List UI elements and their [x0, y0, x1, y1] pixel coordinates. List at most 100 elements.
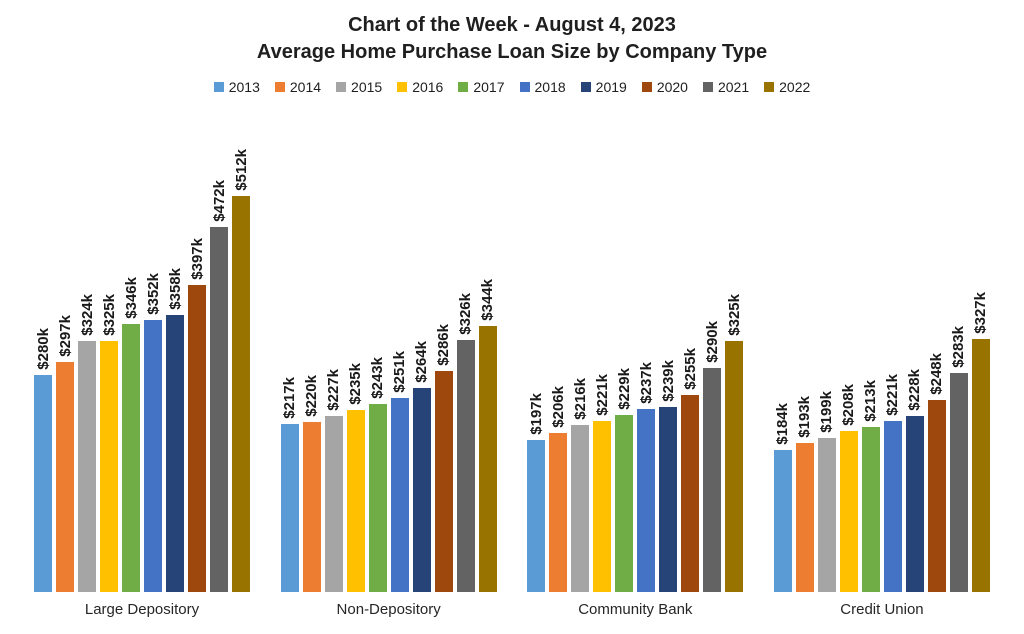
bar: [478, 326, 497, 592]
bar: [412, 388, 431, 592]
legend-item: 2019: [580, 79, 627, 95]
bar-value-label: $208k: [840, 384, 858, 426]
legend-label: 2014: [289, 79, 322, 95]
bar-cell: $324k: [78, 294, 96, 592]
bar-cell: $283k: [949, 326, 968, 592]
bar-cell: $344k: [478, 279, 497, 592]
bar: [56, 362, 74, 592]
bar-value-label: $264k: [413, 341, 431, 383]
bar-cell: $472k: [210, 180, 228, 592]
legend-item: 2020: [641, 79, 688, 95]
bar-value-label: $184k: [774, 403, 792, 445]
bar: [144, 320, 162, 592]
legend-label: 2018: [534, 79, 566, 95]
chart-subtitle: Average Home Purchase Loan Size by Compa…: [256, 41, 768, 63]
bar: [839, 431, 858, 592]
chart-title: Chart of the Week - August 4, 2023: [348, 14, 676, 36]
legend-swatch-icon: [274, 82, 285, 92]
bar-value-label: $283k: [950, 326, 968, 368]
bar: [681, 395, 700, 592]
bar-cell: $193k: [795, 396, 814, 592]
bar-value-label: $255k: [681, 348, 699, 390]
bar-cell: $220k: [302, 375, 321, 592]
bar-cell: $286k: [434, 324, 453, 592]
bar-value-label: $239k: [659, 360, 677, 402]
bar-value-label: $199k: [818, 391, 836, 433]
bar-cell: $213k: [861, 380, 880, 592]
legend-label: 2013: [228, 79, 260, 95]
bar-value-label: $290k: [703, 321, 721, 363]
bar: [817, 438, 836, 592]
bar-value-label: $228k: [906, 369, 924, 411]
bar-cell: $216k: [571, 378, 590, 592]
legend-item: 2017: [458, 79, 505, 95]
bar-value-label: $327k: [972, 292, 990, 334]
bar-cell: $358k: [166, 268, 184, 592]
bar-value-label: $324k: [78, 294, 96, 336]
legend-swatch-icon: [702, 82, 713, 92]
bar-value-label: $237k: [637, 362, 655, 404]
bar-cell: $184k: [773, 403, 792, 592]
bar: [346, 410, 365, 592]
bar-cell: $227k: [324, 369, 343, 592]
bar-value-label: $213k: [862, 380, 880, 422]
bar: [971, 339, 990, 592]
bar-group: $280k $297k $324k $325k $346k $352k $358k $397k…: [34, 149, 250, 620]
bar-value-label: $472k: [210, 180, 228, 222]
legend-swatch-icon: [764, 82, 775, 92]
chart-title-block: Chart of the Week - August 4, 2023 Avera…: [0, 0, 1024, 66]
bar-cell: $325k: [725, 294, 744, 592]
bar-value-label: $325k: [725, 294, 743, 336]
bar-series-row: $217k $220k $227k $235k $243k $251k $264k $286k…: [280, 279, 497, 592]
bar-value-label: $221k: [593, 374, 611, 416]
bar-cell: $228k: [905, 369, 924, 592]
category-label: Credit Union: [840, 601, 924, 618]
category-label: Non-Depository: [336, 601, 441, 618]
legend-swatch-icon: [397, 82, 408, 92]
bar: [324, 416, 343, 592]
legend-label: 2022: [779, 79, 811, 95]
bar-cell: $325k: [100, 294, 118, 592]
bar: [927, 400, 946, 592]
bar-cell: $397k: [188, 238, 206, 592]
bar-value-label: $325k: [100, 294, 118, 336]
bar: [368, 404, 387, 592]
bar: [34, 375, 52, 592]
bar-series-row: $280k $297k $324k $325k $346k $352k $358k $397k…: [34, 149, 250, 592]
bar-cell: $251k: [390, 351, 409, 592]
bar-value-label: $352k: [144, 273, 162, 315]
bar-value-label: $206k: [549, 386, 567, 428]
bar-value-label: $297k: [56, 315, 74, 357]
bar: [280, 424, 299, 592]
bar-cell: $512k: [232, 149, 250, 592]
bar-cell: $255k: [681, 348, 700, 592]
bar-value-label: $512k: [232, 149, 250, 191]
bar-cell: $217k: [280, 377, 299, 592]
bar-cell: $346k: [122, 277, 140, 592]
bar-cell: $327k: [971, 292, 990, 592]
bar-cell: $239k: [659, 360, 678, 592]
legend-label: 2016: [412, 79, 444, 95]
bar-value-label: $286k: [435, 324, 453, 366]
bar: [593, 421, 612, 592]
bar-value-label: $280k: [34, 328, 52, 370]
bar-value-label: $220k: [303, 375, 321, 417]
bar-value-label: $197k: [527, 393, 545, 435]
bar: [302, 422, 321, 592]
bar-value-label: $344k: [479, 279, 497, 321]
bar-cell: $326k: [456, 293, 475, 592]
bar: [390, 398, 409, 592]
bar-value-label: $229k: [615, 368, 633, 410]
bar-value-label: $397k: [188, 238, 206, 280]
bar-value-label: $358k: [166, 268, 184, 310]
legend-item: 2014: [274, 79, 322, 95]
legend-swatch-icon: [458, 82, 469, 92]
bar-value-label: $193k: [796, 396, 814, 438]
bar-value-label: $326k: [457, 293, 475, 335]
legend-label: 2020: [656, 79, 688, 95]
bar: [861, 427, 880, 592]
bar-value-label: $243k: [369, 357, 387, 399]
bar-value-label: $227k: [325, 369, 343, 411]
legend-label: 2021: [717, 79, 750, 95]
